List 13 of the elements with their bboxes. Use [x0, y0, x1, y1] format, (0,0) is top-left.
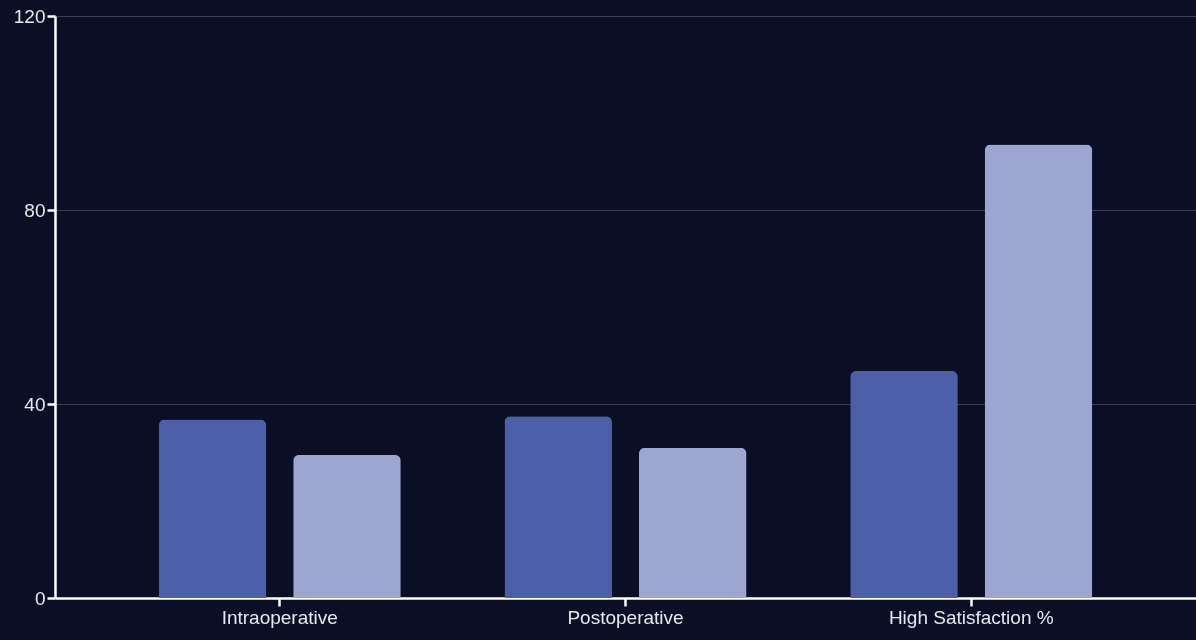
bar: [850, 371, 958, 598]
x-tick-label: Intraoperative: [221, 606, 338, 628]
x-tick-label: Postoperative: [567, 606, 684, 628]
bar: [293, 454, 401, 598]
bar: [638, 447, 747, 598]
y-tick-label: 80: [24, 199, 46, 221]
bar: [504, 416, 613, 598]
y-tick-label: 120: [13, 5, 46, 27]
bar: [158, 419, 267, 598]
x-tick-label: High Satisfaction %: [888, 606, 1054, 628]
y-tick-label: 0: [34, 587, 46, 609]
bar: [984, 144, 1093, 598]
y-tick-label: 40: [24, 393, 46, 415]
